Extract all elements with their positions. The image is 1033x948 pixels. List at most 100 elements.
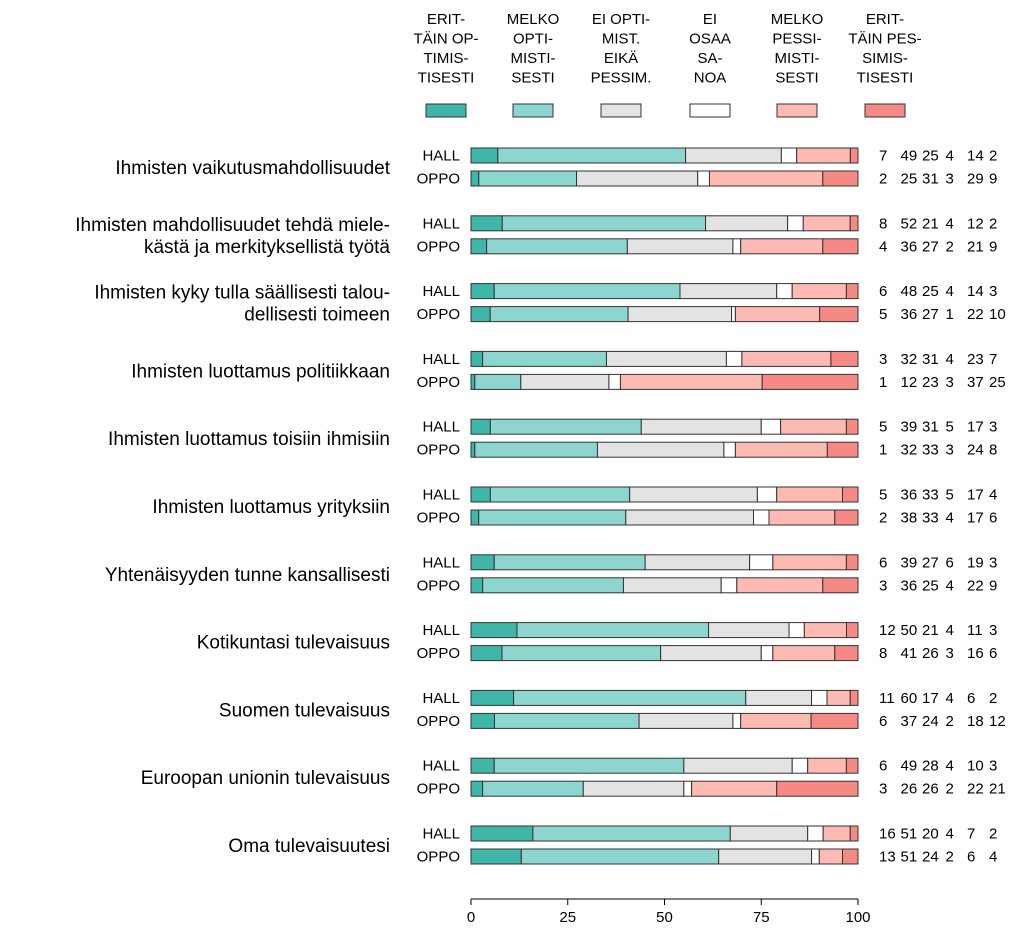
group-label: HALL xyxy=(422,215,460,232)
value-label: 31 xyxy=(922,351,939,368)
value-label: 6 xyxy=(989,510,997,527)
value-label: 38 xyxy=(901,510,918,527)
value-label: 2 xyxy=(879,171,887,188)
bar-segment xyxy=(608,373,621,390)
group-label: OPPO xyxy=(417,781,460,798)
bar-segment xyxy=(810,712,859,729)
bar-segment xyxy=(749,554,774,571)
value-label: 3 xyxy=(946,374,954,391)
category-label: dellisesti toimeen xyxy=(244,305,390,326)
value-label: 5 xyxy=(879,419,887,436)
bar-segment xyxy=(849,215,859,232)
category-row: Kotikuntasi tulevaisuus HALL 12 50 21 4 11 3 OPP… xyxy=(197,622,997,662)
value-label: 60 xyxy=(901,690,918,707)
legend-label: OPTI- xyxy=(513,31,553,48)
legend-label: TISESTI xyxy=(418,70,475,87)
category-label: Ihmisten luottamus politiikkaan xyxy=(131,361,390,382)
legend: ERIT- TÄIN OP- TIMIS- TISESTI MELKO OPTI- MIST… xyxy=(413,11,922,118)
bar-segment xyxy=(470,825,534,842)
bar-segment xyxy=(845,554,859,571)
bar-segment xyxy=(807,825,824,842)
legend-swatch xyxy=(776,103,818,118)
bar-segment xyxy=(605,350,727,367)
value-label: 14 xyxy=(967,148,984,165)
group-label: OPPO xyxy=(417,374,460,391)
bar-segment xyxy=(753,509,770,526)
bar-segment xyxy=(723,441,736,458)
bar-segment xyxy=(776,283,793,300)
value-label: 13 xyxy=(879,849,896,866)
category-label: Yhtenäisyyden tunne kansallisesti xyxy=(105,565,390,586)
value-label: 6 xyxy=(879,758,887,775)
bar-segment xyxy=(683,757,793,774)
legend-label: TÄIN OP- xyxy=(413,31,478,48)
bar-segment xyxy=(780,147,798,164)
bar-segment xyxy=(470,170,480,187)
value-label: 20 xyxy=(922,826,939,843)
bar-segment xyxy=(486,238,628,255)
value-label: 21 xyxy=(922,215,939,232)
bar-segment xyxy=(640,418,762,435)
value-label: 24 xyxy=(922,713,939,730)
category-label: Euroopan unionin tulevaisuus xyxy=(141,768,390,789)
value-label: 3 xyxy=(879,781,887,798)
bar-segment xyxy=(842,486,859,503)
bar-segment xyxy=(732,238,742,255)
value-label: 4 xyxy=(946,283,954,300)
legend-label: MELKO xyxy=(507,11,560,28)
legend-swatch xyxy=(425,103,467,118)
value-label: 22 xyxy=(967,577,984,594)
legend-swatch xyxy=(689,103,731,118)
legend-label: SIMIS- xyxy=(862,50,908,67)
bar-segment xyxy=(772,645,836,662)
bar-segment xyxy=(842,848,859,865)
value-label: 33 xyxy=(922,487,939,504)
bar-segment xyxy=(470,554,495,571)
group-label: HALL xyxy=(422,283,460,300)
bar-segment xyxy=(478,509,627,526)
bar-segment xyxy=(802,215,851,232)
bar-segment xyxy=(619,373,763,390)
value-label: 9 xyxy=(989,577,997,594)
value-label: 52 xyxy=(901,215,918,232)
value-label: 6 xyxy=(879,554,887,571)
value-label: 22 xyxy=(967,306,984,323)
bar-segment xyxy=(685,147,782,164)
bar-segment xyxy=(532,825,731,842)
value-label: 49 xyxy=(901,758,918,775)
value-label: 4 xyxy=(946,510,954,527)
value-label: 25 xyxy=(922,148,939,165)
bar-segment xyxy=(470,147,499,164)
value-label: 4 xyxy=(989,487,997,504)
category-row: Ihmisten luottamus toisiin ihmisiin HALL 5… xyxy=(108,418,997,459)
bar-segment xyxy=(470,306,491,323)
value-label: 10 xyxy=(989,306,1006,323)
value-label: 28 xyxy=(922,758,939,775)
bar-segment xyxy=(501,645,662,662)
value-label: 22 xyxy=(967,781,984,798)
category-label: Oma tulevaisuutesi xyxy=(228,836,390,857)
bar-segment xyxy=(791,283,847,300)
bar-segment xyxy=(478,170,578,187)
bar-segment xyxy=(849,825,859,842)
value-label: 27 xyxy=(922,306,939,323)
bar-segment xyxy=(513,689,747,706)
value-label: 5 xyxy=(879,306,887,323)
value-label: 25 xyxy=(901,171,918,188)
category-label: kästä ja merkityksellistä työtä xyxy=(144,237,390,258)
value-label: 3 xyxy=(946,645,954,662)
legend-label: OSAA xyxy=(689,31,731,48)
value-label: 3 xyxy=(989,758,997,775)
value-label: 33 xyxy=(922,442,939,459)
group-label: OPPO xyxy=(417,645,460,662)
bar-segment xyxy=(470,577,484,594)
bar-segment xyxy=(811,689,828,706)
legend-label: TIMIS- xyxy=(424,50,469,67)
bar-segment xyxy=(846,622,859,639)
group-label: OPPO xyxy=(417,306,460,323)
category-row: Euroopan unionin tulevaisuus HALL 6 49 28 4 10… xyxy=(141,757,1006,798)
legend-label: PESSIM. xyxy=(591,70,652,87)
bar-segment xyxy=(627,306,733,323)
bar-segment xyxy=(725,350,743,367)
